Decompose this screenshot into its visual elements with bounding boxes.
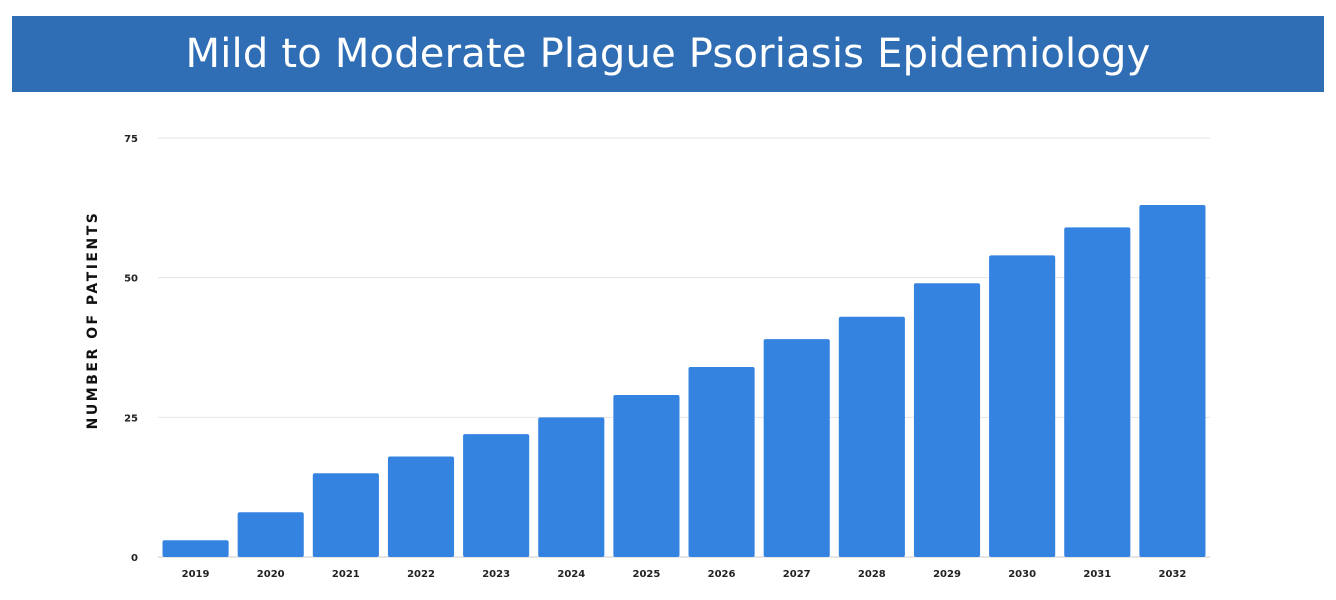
bar-2028 (838, 316, 905, 557)
bar-2022 (387, 456, 455, 557)
bar-2029 (913, 283, 981, 557)
chart-title: Mild to Moderate Plague Psoriasis Epidem… (185, 31, 1151, 77)
bar-2024 (538, 417, 605, 557)
x-tick-label: 2028 (858, 569, 886, 580)
bar-2031 (1064, 227, 1131, 558)
bars (162, 205, 1206, 558)
y-tick-label: 25 (124, 413, 138, 424)
y-tick-label: 75 (124, 134, 138, 145)
x-tick-label: 2027 (783, 569, 811, 580)
x-axis-ticks: 2019 2020 2021 2022 2023 2024 2025 2026 2027 2028… (182, 569, 1187, 580)
x-tick-label: 2021 (332, 569, 360, 580)
x-tick-label: 2020 (257, 569, 285, 580)
bar-2019 (162, 540, 229, 557)
x-tick-label: 2030 (1008, 569, 1036, 580)
x-tick-label: 2026 (708, 569, 736, 580)
bar-2026 (688, 367, 755, 557)
bar-2032 (1139, 205, 1206, 558)
y-axis-ticks: 0 25 50 75 (124, 134, 138, 564)
x-tick-label: 2022 (407, 569, 435, 580)
y-axis-label: NUMBER OF PATIENTS (85, 211, 101, 430)
x-tick-label: 2031 (1083, 569, 1111, 580)
bar-2027 (763, 339, 830, 557)
x-tick-label: 2025 (633, 569, 661, 580)
x-tick-label: 2023 (482, 569, 510, 580)
bar-2025 (613, 394, 680, 557)
title-banner: Mild to Moderate Plague Psoriasis Epidem… (12, 16, 1324, 92)
x-tick-label: 2032 (1159, 569, 1187, 580)
bar-2030 (989, 255, 1056, 557)
bar-2020 (237, 512, 304, 557)
y-tick-label: 0 (131, 553, 138, 564)
y-tick-label: 50 (124, 274, 138, 285)
x-tick-label: 2029 (933, 569, 961, 580)
x-tick-label: 2024 (557, 569, 585, 580)
bar-2021 (312, 473, 379, 557)
x-tick-label: 2019 (182, 569, 210, 580)
bar-2023 (463, 434, 530, 557)
